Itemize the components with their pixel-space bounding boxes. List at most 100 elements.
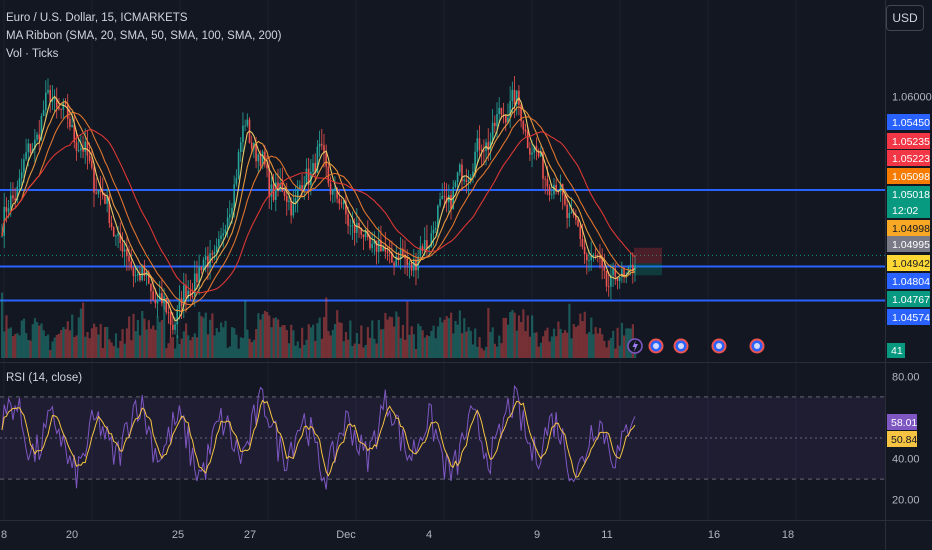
volume-legend[interactable]: Vol · Ticks <box>6 48 59 60</box>
rsi-legend[interactable]: RSI (14, close) <box>6 372 83 384</box>
volume-bar <box>255 329 258 358</box>
candle-body <box>340 203 343 205</box>
volume-bar <box>603 340 606 358</box>
volume-bar <box>583 311 586 358</box>
candle-body <box>423 240 426 251</box>
candle-body <box>509 100 511 118</box>
volume-bar <box>5 315 8 358</box>
candle-body <box>272 184 275 201</box>
candle-body <box>627 266 630 275</box>
candle-body <box>320 143 323 146</box>
volume-bar <box>49 350 52 358</box>
volume-bar <box>515 330 518 358</box>
candle-body <box>465 179 468 182</box>
candle-body <box>169 312 172 325</box>
volume-bar <box>555 336 558 358</box>
candle-body <box>294 198 297 202</box>
volume-bar <box>62 327 65 358</box>
volume-bar <box>163 295 166 358</box>
volume-bar <box>92 323 96 358</box>
candle-body <box>542 152 544 179</box>
candle-body <box>373 240 376 244</box>
horizontal-levels[interactable] <box>0 188 885 302</box>
volume-bar <box>351 346 354 358</box>
candle-body <box>399 248 402 260</box>
volume-bar <box>579 313 582 358</box>
price-tag-label: 12:02 <box>892 205 918 217</box>
volume-bar <box>117 347 120 358</box>
volume-bar <box>53 337 56 358</box>
volume-bar <box>504 317 507 358</box>
price-tag-label: 1.04767 <box>892 294 930 306</box>
price-tick-label: 1.06000 <box>892 91 932 103</box>
candle-body <box>353 225 356 233</box>
volume-bar <box>592 334 595 358</box>
candle-body <box>86 141 89 156</box>
candle-body <box>483 150 485 152</box>
currency-button[interactable]: USD <box>886 5 924 31</box>
volume-bar <box>294 345 297 358</box>
candle-body <box>377 240 380 252</box>
price-tag <box>887 114 930 130</box>
volume-bar <box>625 328 628 358</box>
candle-body <box>132 267 135 277</box>
volume-bar <box>187 335 190 358</box>
candle-body <box>143 265 146 276</box>
candle-body <box>7 208 10 212</box>
volume-bar <box>434 338 437 358</box>
volume-bar <box>224 320 227 358</box>
candle-body <box>95 192 97 194</box>
symbol-title[interactable]: Euro / U.S. Dollar, 15, ICMARKETS <box>6 12 188 24</box>
candle-body <box>419 246 422 257</box>
candle-body <box>467 180 470 182</box>
candle-body <box>64 101 67 104</box>
candle-body <box>150 283 152 292</box>
candle-body <box>121 242 124 252</box>
volume-bar <box>71 314 74 358</box>
price-tag <box>887 220 930 236</box>
candle-body <box>66 103 69 119</box>
position-box[interactable] <box>634 247 662 276</box>
volume-bar <box>544 330 547 358</box>
candle-body <box>314 163 317 173</box>
volume-bar <box>585 333 589 358</box>
candle-body <box>476 138 479 152</box>
rsi-ma-tag <box>887 431 917 447</box>
candle-body <box>36 134 38 140</box>
volume-bar <box>303 344 306 358</box>
volume-bar <box>114 333 118 358</box>
candle-body <box>393 262 395 266</box>
candle-body <box>513 90 516 104</box>
volume-bar <box>320 338 323 358</box>
volume-bar <box>526 315 529 358</box>
candle-body <box>200 266 203 271</box>
volume-bar <box>193 333 196 358</box>
candle-body <box>454 182 457 188</box>
candle-body <box>27 143 30 153</box>
volume-bar <box>152 325 155 358</box>
event-icons[interactable] <box>627 338 765 354</box>
candle-body <box>193 273 196 297</box>
price-tag <box>887 236 930 252</box>
candle-body <box>590 255 592 261</box>
ma-ribbon-legend[interactable]: MA Ribbon (SMA, 20, SMA, 50, SMA, 100, S… <box>6 30 282 42</box>
candle-body <box>156 299 159 304</box>
volume-bar <box>607 340 610 358</box>
volume-bar <box>167 343 170 358</box>
volume-bar <box>520 322 523 358</box>
price-tag-label: 1.05235 <box>892 136 930 148</box>
ma-ribbon <box>1 95 636 322</box>
candle-body <box>279 182 281 188</box>
volume-bar <box>572 324 575 358</box>
volume-bar <box>106 326 109 358</box>
volume-bar <box>388 316 391 358</box>
volume-bar <box>174 348 177 358</box>
candle-body <box>469 176 472 181</box>
candle-body <box>596 255 599 257</box>
volume-bar <box>57 333 61 358</box>
price-tag-label: 1.05018 <box>892 189 930 201</box>
volume-bar <box>202 317 205 358</box>
volume-bar <box>250 342 253 358</box>
volume-bar <box>147 320 150 358</box>
